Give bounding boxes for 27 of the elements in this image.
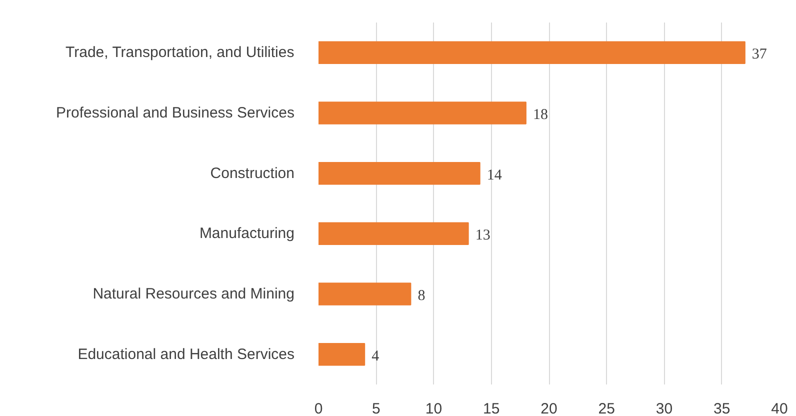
y-tick-label: Educational and Health Services: [78, 346, 294, 363]
bar: [318, 222, 469, 246]
y-tick-label: Professional and Business Services: [56, 104, 295, 122]
x-tick-label: 35: [714, 400, 730, 416]
data-label: 4: [372, 348, 380, 364]
bar: [318, 102, 526, 124]
x-tick-label: 25: [598, 400, 615, 416]
bar: [318, 41, 746, 64]
x-tick-label: 15: [483, 400, 500, 416]
data-label: 37: [752, 46, 768, 63]
x-tick-label: 5: [372, 400, 380, 416]
x-tick-label: 20: [540, 400, 558, 416]
bar: [318, 282, 412, 306]
data-label: 8: [418, 288, 426, 304]
y-tick-label: Natural Resources and Mining: [92, 286, 295, 302]
data-label: 18: [532, 107, 548, 123]
data-label: 13: [475, 228, 490, 244]
y-tick-label: Construction: [210, 164, 295, 182]
x-tick-label: 40: [771, 400, 788, 416]
bar: [318, 342, 366, 366]
x-tick-label: 0: [314, 400, 323, 416]
data-label: 14: [486, 167, 502, 184]
y-tick-label: Trade, Transportation, and Utilities: [66, 44, 294, 62]
x-tick-label: 10: [425, 400, 442, 416]
y-tick-label: Manufacturing: [199, 225, 295, 242]
bar: [318, 162, 480, 185]
x-tick-label: 30: [656, 400, 673, 416]
